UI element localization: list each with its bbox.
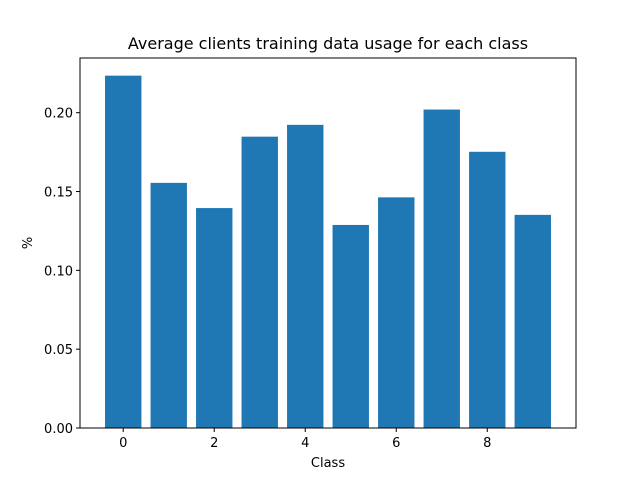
y-tick-label: 0.15 [44, 186, 73, 201]
y-tick-label: 0.00 [44, 422, 73, 437]
y-tick-label: 0.10 [44, 264, 73, 279]
plot-frame [79, 57, 577, 429]
x-tick-label: 6 [392, 436, 400, 451]
x-tick-label: 0 [119, 436, 127, 451]
x-tick-label: 2 [210, 436, 218, 451]
bar-class-8 [469, 151, 506, 428]
y-axis-label: % [21, 237, 36, 249]
x-tick-label: 8 [483, 436, 491, 451]
bar-class-6 [378, 197, 415, 428]
bar-class-0 [105, 75, 142, 428]
bar-class-5 [332, 224, 369, 428]
bar-class-2 [196, 208, 233, 428]
bar-class-4 [287, 124, 324, 429]
y-axis-ticks: 0.00 0.05 0.10 0.15 0.20 [44, 107, 80, 437]
y-tick-label: 0.20 [44, 107, 73, 122]
bar-class-7 [423, 109, 460, 429]
bar-class-1 [150, 182, 187, 428]
bars-group [105, 75, 551, 429]
bar-class-3 [241, 136, 278, 428]
x-axis-ticks: 0 2 4 6 8 [119, 428, 491, 451]
y-tick-label: 0.05 [44, 343, 73, 358]
x-tick-label: 4 [301, 436, 309, 451]
bar-class-9 [514, 214, 551, 428]
x-axis-label: Class [311, 456, 345, 471]
chart-title: Average clients training data usage for … [128, 34, 528, 53]
